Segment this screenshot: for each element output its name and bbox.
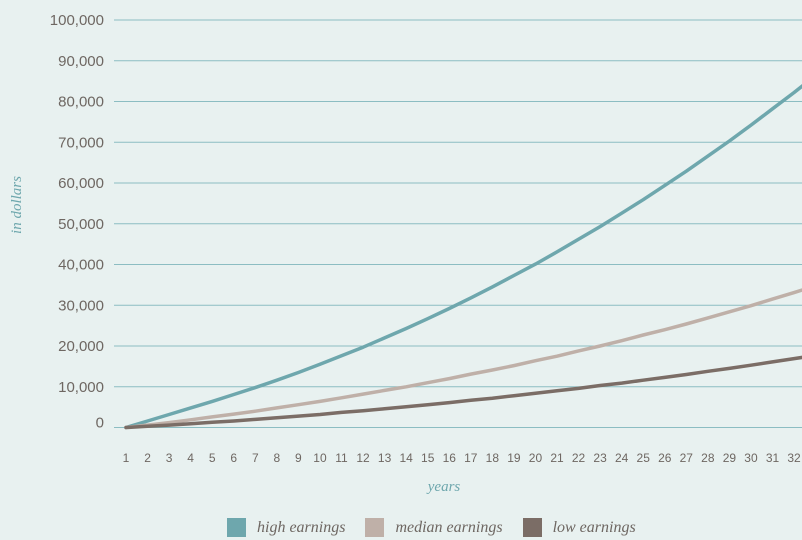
series-lines — [124, 83, 802, 430]
x-tick-label: 8 — [274, 451, 281, 465]
y-tick-label: 70,000 — [58, 134, 104, 151]
y-tick-label: 60,000 — [58, 175, 104, 192]
legend-swatch — [365, 518, 385, 537]
x-tick-label: 22 — [572, 451, 586, 465]
x-axis-title: years — [426, 479, 461, 495]
y-tick-label: 10,000 — [58, 379, 104, 396]
y-tick-label: 30,000 — [58, 297, 104, 314]
x-tick-label: 30 — [744, 451, 758, 465]
legend-label: low earnings — [552, 518, 636, 536]
y-tick-label: 0 — [96, 415, 104, 432]
x-tick-label: 29 — [723, 451, 737, 465]
x-tick-label: 3 — [166, 451, 173, 465]
x-tick-label: 10 — [313, 451, 327, 465]
x-tick-label: 9 — [295, 451, 302, 465]
x-tick-label: 1 — [123, 451, 130, 465]
legend-swatch — [227, 518, 246, 537]
x-tick-label: 16 — [443, 451, 457, 465]
x-tick-label: 25 — [637, 451, 651, 465]
legend-item-high-earnings: high earnings — [227, 518, 345, 537]
x-tick-label: 31 — [766, 451, 780, 465]
x-tick-label: 13 — [378, 451, 392, 465]
gridlines — [114, 19, 802, 428]
legend-swatch — [522, 518, 542, 537]
legend-item-median-earnings: median earnings — [365, 518, 503, 537]
x-tick-label: 14 — [399, 451, 413, 465]
y-tick-label: 50,000 — [58, 216, 104, 233]
x-tick-label: 15 — [421, 451, 435, 465]
x-tick-label: 24 — [615, 451, 629, 465]
y-tick-label: 90,000 — [58, 53, 104, 70]
series-line-low-earnings — [124, 355, 802, 430]
x-tick-label: 17 — [464, 451, 478, 465]
x-tick-label: 26 — [658, 451, 672, 465]
x-tick-label: 7 — [252, 451, 259, 465]
series-line-high-earnings — [124, 83, 802, 430]
x-tick-label: 21 — [550, 451, 564, 465]
y-tick-label: 80,000 — [58, 94, 104, 111]
legend-item-low-earnings: low earnings — [522, 518, 636, 537]
x-tick-label: 4 — [187, 451, 194, 465]
x-tick-label: 6 — [230, 451, 237, 465]
legend-label: high earnings — [257, 518, 346, 536]
x-tick-label: 23 — [593, 451, 607, 465]
x-tick-label: 20 — [529, 451, 543, 465]
x-tick-label: 2 — [144, 451, 151, 465]
x-tick-label: 19 — [507, 451, 521, 465]
legend: high earnings median earnings low earnings — [227, 518, 656, 537]
x-tick-label: 5 — [209, 451, 216, 465]
y-axis-title: in dollars — [9, 176, 25, 234]
x-tick-label: 18 — [486, 451, 500, 465]
y-tick-label: 100,000 — [50, 12, 104, 29]
y-tick-label: 40,000 — [58, 257, 104, 274]
y-axis-ticks: 0 10,000 20,000 30,000 40,000 50,000 60,000 70,… — [50, 12, 104, 432]
legend-label: median earnings — [395, 518, 503, 536]
y-tick-label: 20,000 — [58, 338, 104, 355]
x-tick-label: 12 — [356, 451, 370, 465]
series-line-median-earnings — [124, 288, 802, 430]
x-tick-label: 27 — [680, 451, 694, 465]
x-tick-label: 32 — [787, 451, 801, 465]
x-axis-ticks: 1 2 3 4 5 6 7 8 9 10 11 12 13 14 15 16 17 18 19 20 21 22 23 24 2… — [123, 451, 801, 465]
x-tick-label: 11 — [335, 451, 348, 465]
x-tick-label: 28 — [701, 451, 715, 465]
